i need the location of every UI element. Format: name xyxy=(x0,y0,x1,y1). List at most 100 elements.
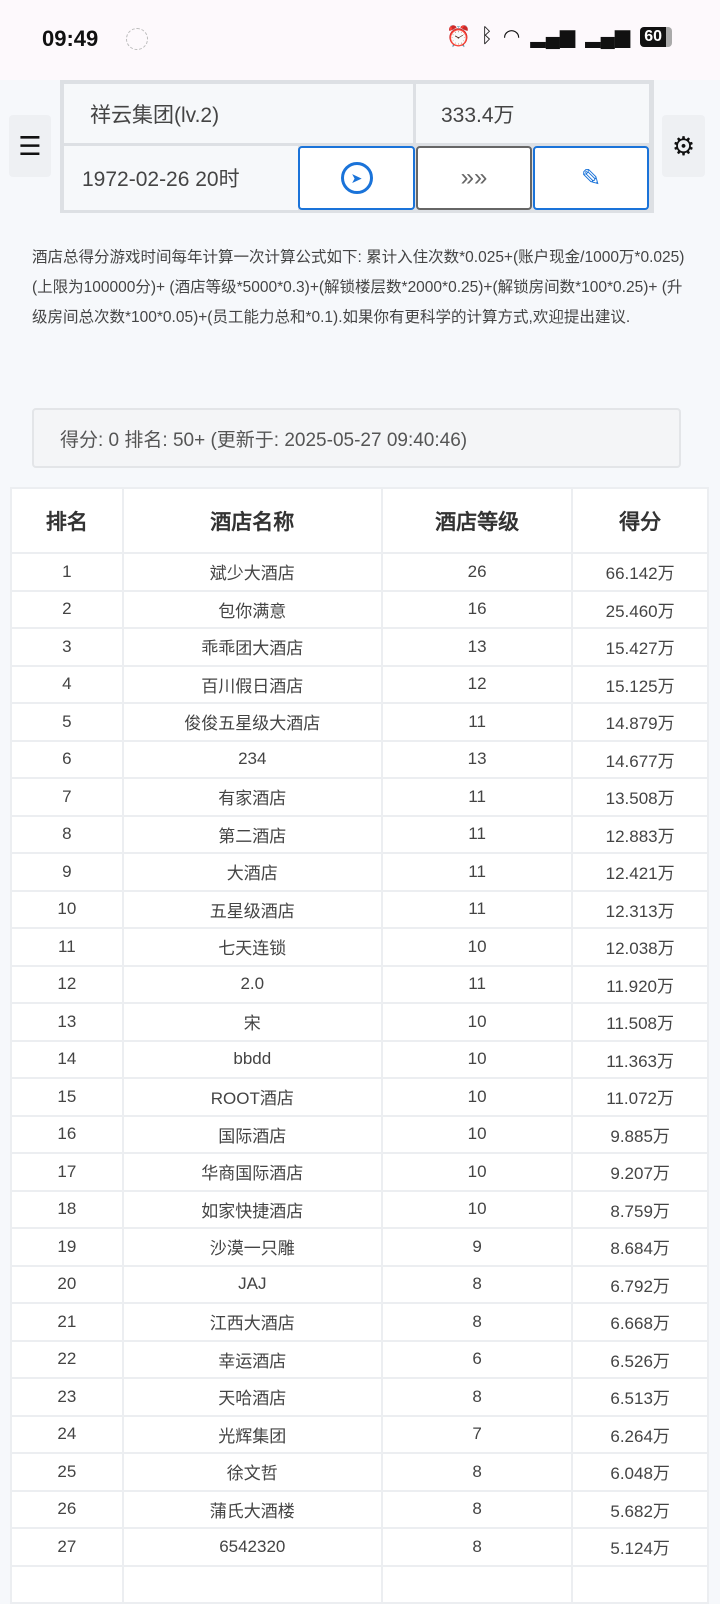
table-row: 25 徐文哲 8 6.048万 xyxy=(10,1452,709,1492)
signal-icon: ▂▄▆ xyxy=(530,26,576,48)
cell-hotel-level: 11 xyxy=(380,702,574,742)
cell-hotel-level: 13 xyxy=(380,627,574,667)
cell-hotel-name: 国际酒店 xyxy=(121,1114,383,1154)
menu-toggle-button[interactable]: ☰ xyxy=(9,115,51,177)
cell-hotel-level: 11 xyxy=(380,889,574,929)
table-row: 6 234 13 14.677万 xyxy=(10,739,709,779)
my-score-box: 得分: 0 排名: 50+ (更新于: 2025-05-27 09:40:46) xyxy=(32,408,681,468)
cell-score: 12.883万 xyxy=(571,814,709,854)
cell-score: 6.513万 xyxy=(571,1377,709,1417)
cell-rank: 14 xyxy=(10,1039,124,1079)
table-row: 20 JAJ 8 6.792万 xyxy=(10,1264,709,1304)
cell-hotel-name: 七天连锁 xyxy=(121,927,383,967)
table-row: 23 天哈酒店 8 6.513万 xyxy=(10,1377,709,1417)
table-row: 10 五星级酒店 11 12.313万 xyxy=(10,889,709,929)
cell-score: 9.885万 xyxy=(571,1114,709,1154)
fast-forward-button[interactable]: »» xyxy=(416,146,532,210)
cell-rank: 15 xyxy=(10,1077,124,1117)
header-hotel-level: 酒店等级 xyxy=(380,487,574,554)
cell-hotel-name: JAJ xyxy=(121,1264,383,1304)
cell-rank: 26 xyxy=(10,1489,124,1529)
table-row: 3 乖乖团大酒店 13 15.427万 xyxy=(10,627,709,667)
signal-icon: ▂▄▆ xyxy=(585,26,631,48)
cell-score: 11.363万 xyxy=(571,1039,709,1079)
cell-rank: 24 xyxy=(10,1414,124,1454)
cell-score: 8.759万 xyxy=(571,1189,709,1229)
cell-rank: 7 xyxy=(10,777,124,817)
cell-score: 15.125万 xyxy=(571,664,709,704)
cell-hotel-level: 8 xyxy=(380,1527,574,1567)
score-formula-description: 酒店总得分游戏时间每年计算一次计算公式如下: 累计入住次数*0.025+(账户现… xyxy=(32,249,685,326)
table-row: 16 国际酒店 10 9.885万 xyxy=(10,1114,709,1154)
cell-hotel-level: 11 xyxy=(380,964,574,1004)
cell-rank: 6 xyxy=(10,739,124,779)
cell-score: 8.684万 xyxy=(571,1227,709,1267)
cell-rank: 10 xyxy=(10,889,124,929)
table-row: 19 沙漠一只雕 9 8.684万 xyxy=(10,1227,709,1267)
table-row: 11 七天连锁 10 12.038万 xyxy=(10,927,709,967)
cell-hotel-name: ROOT酒店 xyxy=(121,1077,383,1117)
table-row: 22 幸运酒店 6 6.526万 xyxy=(10,1339,709,1379)
cell-score: 6.048万 xyxy=(571,1452,709,1492)
header-score: 得分 xyxy=(571,487,709,554)
cell-hotel-level: 7 xyxy=(380,1414,574,1454)
cell-rank: 22 xyxy=(10,1339,124,1379)
cell-score: 9.207万 xyxy=(571,1152,709,1192)
cell-rank: 4 xyxy=(10,664,124,704)
gear-icon: ⚙ xyxy=(671,130,696,161)
settings-button[interactable]: ⚙ xyxy=(662,115,705,177)
cell-rank: 1 xyxy=(10,552,124,592)
table-row: 17 华商国际酒店 10 9.207万 xyxy=(10,1152,709,1192)
table-row xyxy=(10,1564,709,1604)
table-row: 7 有家酒店 11 13.508万 xyxy=(10,777,709,817)
bluetooth-icon: ᛒ xyxy=(480,25,493,47)
alarm-icon: ⏰ xyxy=(445,26,471,48)
cell-score: 66.142万 xyxy=(571,552,709,592)
cell-hotel-name xyxy=(121,1564,383,1604)
cell-hotel-level: 11 xyxy=(380,777,574,817)
cell-hotel-level: 8 xyxy=(380,1489,574,1529)
cell-hotel-name: bbdd xyxy=(121,1039,383,1079)
cell-hotel-name: 如家快捷酒店 xyxy=(121,1189,383,1229)
table-row: 26 蒲氏大酒楼 8 5.682万 xyxy=(10,1489,709,1529)
edit-save-button[interactable]: ✎ xyxy=(533,146,649,210)
table-row: 4 百川假日酒店 12 15.125万 xyxy=(10,664,709,704)
cell-hotel-level: 12 xyxy=(380,664,574,704)
table-row: 2 包你满意 16 25.460万 xyxy=(10,589,709,629)
cell-rank xyxy=(10,1564,124,1604)
cell-rank: 8 xyxy=(10,814,124,854)
cell-hotel-name: 江西大酒店 xyxy=(121,1302,383,1342)
navigate-button[interactable]: ➤ xyxy=(298,146,415,210)
cell-hotel-level: 10 xyxy=(380,1152,574,1192)
cell-hotel-level: 10 xyxy=(380,927,574,967)
cell-score: 5.682万 xyxy=(571,1489,709,1529)
cell-score: 12.421万 xyxy=(571,852,709,892)
table-row: 15 ROOT酒店 10 11.072万 xyxy=(10,1077,709,1117)
wifi-icon: ◠ xyxy=(502,26,521,48)
cell-hotel-name: 乖乖团大酒店 xyxy=(121,627,383,667)
cell-hotel-level: 16 xyxy=(380,589,574,629)
cell-score: 6.526万 xyxy=(571,1339,709,1379)
cell-rank: 20 xyxy=(10,1264,124,1304)
cell-hotel-name: 光辉集团 xyxy=(121,1414,383,1454)
table-row: 24 光辉集团 7 6.264万 xyxy=(10,1414,709,1454)
game-time: 1972-02-26 20时 xyxy=(64,146,298,210)
cell-score: 12.038万 xyxy=(571,927,709,967)
cell-score: 6.668万 xyxy=(571,1302,709,1342)
table-row: 9 大酒店 11 12.421万 xyxy=(10,852,709,892)
cell-hotel-name: 徐文哲 xyxy=(121,1452,383,1492)
cell-score: 6.264万 xyxy=(571,1414,709,1454)
cell-hotel-name: 大酒店 xyxy=(121,852,383,892)
cell-hotel-level: 11 xyxy=(380,852,574,892)
indent-icon: ☰ xyxy=(18,130,42,161)
cell-hotel-name: 包你满意 xyxy=(121,589,383,629)
table-row: 5 俊俊五星级大酒店 11 14.879万 xyxy=(10,702,709,742)
cell-hotel-level: 13 xyxy=(380,739,574,779)
cell-rank: 18 xyxy=(10,1189,124,1229)
cell-hotel-name: 俊俊五星级大酒店 xyxy=(121,702,383,742)
cell-score: 11.508万 xyxy=(571,1002,709,1042)
cell-score: 25.460万 xyxy=(571,589,709,629)
ranking-table: 排名 酒店名称 酒店等级 得分 1 斌少大酒店 26 66.142万 2 包你满意 16 25… xyxy=(10,487,709,1604)
cell-hotel-name: 天哈酒店 xyxy=(121,1377,383,1417)
cell-hotel-level: 8 xyxy=(380,1302,574,1342)
